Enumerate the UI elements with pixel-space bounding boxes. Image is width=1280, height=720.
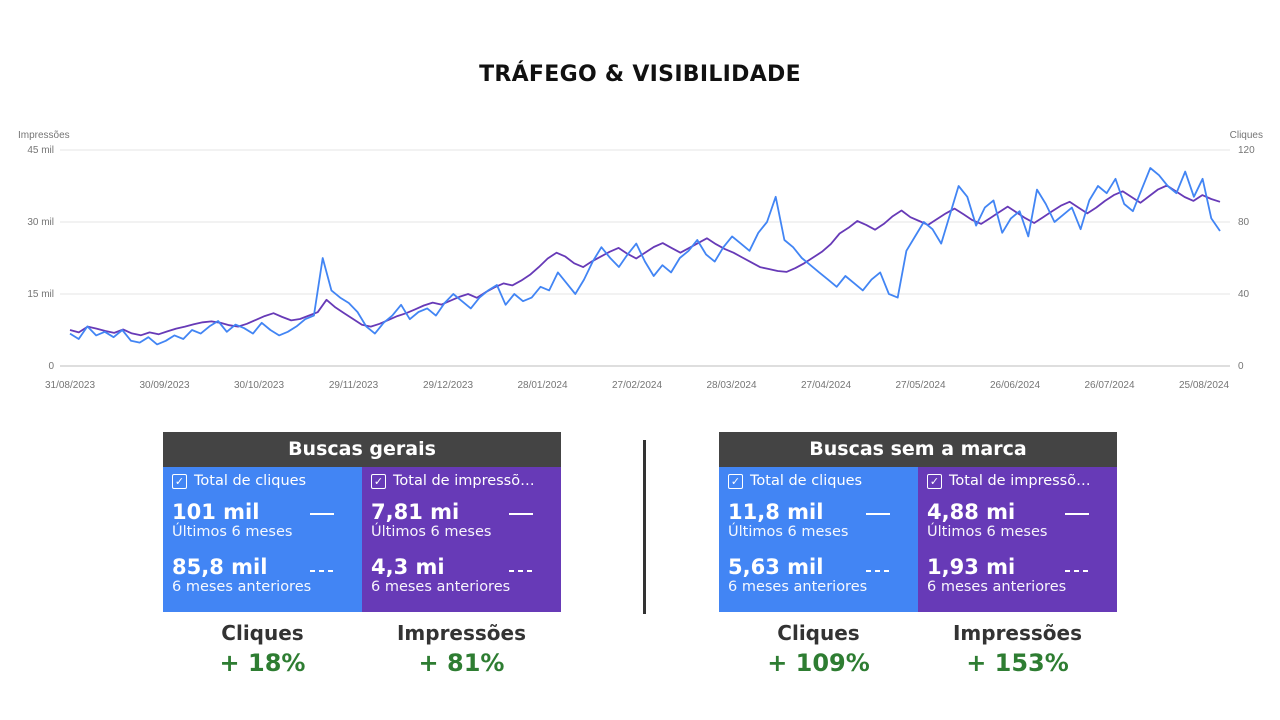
card-title: Buscas sem a marca [719,432,1117,467]
series-line-Cliques [69,167,1221,346]
x-tick-label: 31/08/2023 [45,380,95,391]
left-tick-label: 45 mil [27,145,54,156]
x-tick-label: 28/01/2024 [517,380,567,391]
metric-label: Total de cliques [194,473,307,489]
x-tick-label: 27/02/2024 [612,380,662,391]
checkbox-checked-icon[interactable]: ✓ [927,473,942,489]
x-tick-label: 26/07/2024 [1084,380,1134,391]
metric-label: Total de cliques [750,473,863,489]
metric-total-impressoes[interactable]: ✓ Total de impressõ… 4,88 mi Últimos 6 m… [918,467,1117,612]
left-axis-label: Impressões [18,130,70,141]
card-title: Buscas gerais [163,432,561,467]
traffic-line-chart: Impressões Cliques 0 15 mil 30 mil 45 mil 0… [18,130,1263,391]
x-tick-label: 27/04/2024 [801,380,851,391]
right-tick-label: 0 [1238,361,1244,372]
x-tick-label: 30/09/2023 [139,380,189,391]
right-tick-label: 120 [1238,145,1255,156]
vertical-divider [643,440,646,614]
footer-delta-cliques: + 109% [767,649,870,677]
metric-current-value: 4,88 mi [927,500,1016,524]
metric-current-value: 101 mil [172,500,260,524]
page-title: TRÁFEGO & VISIBILIDADE [479,62,801,87]
legend-solid-line-icon [310,513,334,515]
metric-current-value: 7,81 mi [371,500,460,524]
x-tick-label: 26/06/2024 [990,380,1040,391]
checkbox-checked-icon[interactable]: ✓ [172,473,187,489]
legend-solid-line-icon [866,513,890,515]
x-axis-ticks: 31/08/2023 30/09/2023 30/10/2023 29/11/2023… [45,380,1229,391]
x-tick-label: 29/12/2023 [423,380,473,391]
metric-previous-value: 1,93 mi [927,555,1016,579]
metric-previous-label: 6 meses anteriores [728,579,868,595]
metric-current-label: Últimos 6 meses [371,524,492,540]
kpi-card-buscas-sem-marca: Buscas sem a marca ✓ Total de cliques 11… [719,432,1117,677]
footer-label-cliques: Cliques [777,621,860,645]
legend-dashed-line-icon [866,570,890,572]
footer-delta-cliques: + 18% [219,649,306,677]
x-tick-label: 25/08/2024 [1179,380,1229,391]
metric-total-impressoes[interactable]: ✓ Total de impressõ… 7,81 mi Últimos 6 m… [362,467,561,612]
metric-label: Total de impressõ… [949,473,1091,489]
metric-previous-value: 85,8 mil [172,555,268,579]
checkbox-checked-icon[interactable]: ✓ [728,473,743,489]
left-axis-ticks: 0 15 mil 30 mil 45 mil [27,145,54,372]
x-tick-label: 29/11/2023 [329,380,379,391]
kpi-card-buscas-gerais: Buscas gerais ✓ Total de cliques 101 mil… [163,432,561,677]
metric-current-label: Últimos 6 meses [172,524,293,540]
metric-previous-value: 5,63 mil [728,555,824,579]
metric-previous-value: 4,3 mi [371,555,445,579]
footer-delta-impressoes: + 153% [966,649,1069,677]
right-axis-label: Cliques [1230,130,1263,141]
footer-label-cliques: Cliques [221,621,304,645]
metric-total-cliques[interactable]: ✓ Total de cliques 101 mil Últimos 6 mes… [163,467,362,612]
chart-grid [60,149,1230,367]
legend-dashed-line-icon [509,570,533,572]
metric-total-cliques[interactable]: ✓ Total de cliques 11,8 mil Últimos 6 me… [719,467,918,612]
left-tick-label: 15 mil [27,289,54,300]
metric-label: Total de impressõ… [393,473,535,489]
metric-current-label: Últimos 6 meses [728,524,849,540]
right-tick-label: 80 [1238,217,1250,228]
chart-series [69,167,1221,346]
metric-previous-label: 6 meses anteriores [927,579,1067,595]
x-tick-label: 30/10/2023 [234,380,284,391]
legend-dashed-line-icon [310,570,334,572]
legend-solid-line-icon [509,513,533,515]
footer-label-impressoes: Impressões [396,621,527,645]
left-tick-label: 30 mil [27,217,54,228]
metric-previous-label: 6 meses anteriores [371,579,511,595]
x-tick-label: 27/05/2024 [895,380,945,391]
right-axis-ticks: 0 40 80 120 [1238,145,1255,372]
right-tick-label: 40 [1238,289,1250,300]
legend-solid-line-icon [1065,513,1089,515]
legend-dashed-line-icon [1065,570,1089,572]
left-tick-label: 0 [48,361,54,372]
checkbox-checked-icon[interactable]: ✓ [371,473,386,489]
metric-current-value: 11,8 mil [728,500,824,524]
footer-delta-impressoes: + 81% [418,649,505,677]
x-tick-label: 28/03/2024 [706,380,756,391]
metric-current-label: Últimos 6 meses [927,524,1048,540]
metric-previous-label: 6 meses anteriores [172,579,312,595]
series-line-Impressões [69,184,1221,337]
footer-label-impressoes: Impressões [952,621,1083,645]
